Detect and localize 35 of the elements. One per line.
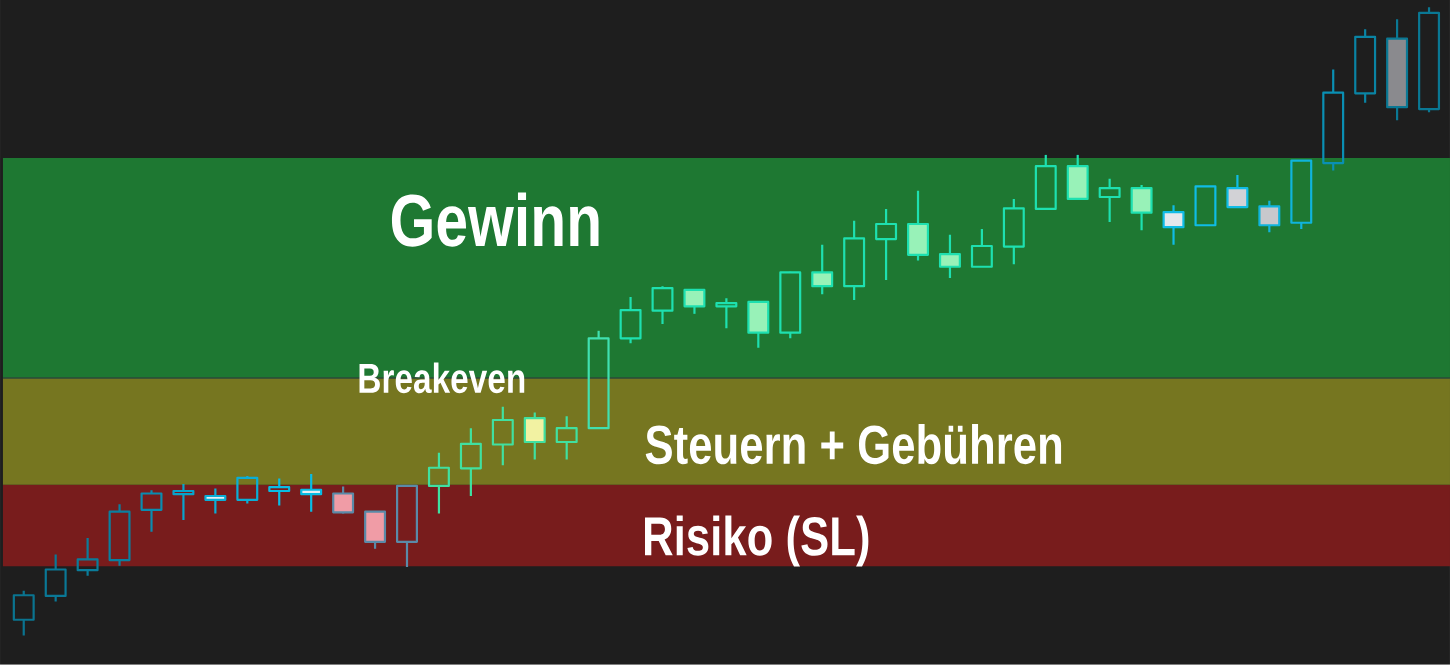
candlestick — [938, 233, 961, 280]
candlestick — [1386, 18, 1409, 122]
candlestick — [12, 589, 35, 637]
candlestick — [427, 451, 450, 515]
ref-line-label: Breakeven — [359, 362, 525, 394]
candlestick — [396, 485, 418, 569]
candlestick — [907, 189, 930, 262]
candlestick — [811, 243, 834, 296]
candlestick — [172, 483, 195, 522]
candlestick — [875, 207, 898, 282]
candlestick — [459, 427, 482, 498]
candlestick — [1098, 177, 1121, 224]
candlestick — [44, 553, 67, 603]
candlestick — [1322, 68, 1345, 172]
candlestick — [140, 489, 163, 534]
candlestick — [843, 219, 866, 302]
candlestick — [1162, 204, 1185, 246]
candlestick — [76, 537, 99, 578]
candlestick — [1002, 197, 1025, 266]
candlestick — [683, 289, 706, 316]
band-label: Gewinn — [391, 192, 599, 247]
candlestick — [619, 295, 642, 345]
candlestick — [651, 285, 674, 326]
candlestick — [715, 297, 738, 330]
band-label: Risiko (SL) — [645, 515, 869, 567]
candlestick — [268, 477, 291, 507]
candlestick — [491, 405, 514, 467]
candlestick — [300, 473, 323, 513]
candlestick — [1194, 185, 1217, 227]
band-label: Steuern + Gebühren — [645, 424, 1062, 465]
candlestick — [108, 503, 131, 567]
candlestick — [204, 487, 227, 515]
candlestick — [555, 415, 578, 461]
candlestick — [523, 411, 546, 461]
candlestick — [1130, 184, 1153, 232]
